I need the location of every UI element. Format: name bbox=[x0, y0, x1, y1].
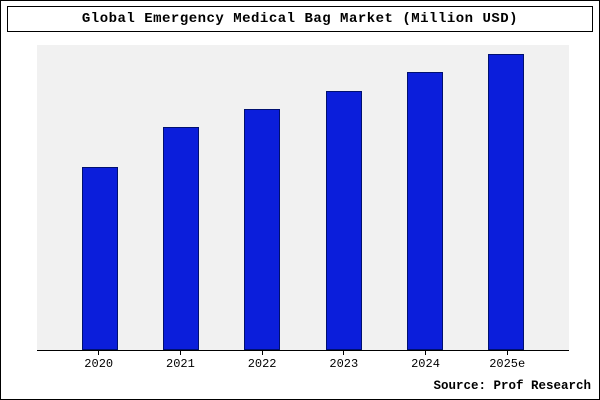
plot-area bbox=[37, 45, 569, 351]
axis-tick bbox=[425, 351, 427, 355]
x-tick-label-2022: 2022 bbox=[247, 357, 277, 371]
x-cell-2020: 2020 bbox=[79, 351, 119, 371]
x-tick-label-2024: 2024 bbox=[411, 357, 440, 371]
x-cell-2024: 2024 bbox=[406, 351, 446, 371]
bar-2021 bbox=[163, 127, 200, 350]
axis-tick bbox=[343, 351, 345, 355]
bar-2023 bbox=[325, 90, 362, 350]
axis-tick bbox=[98, 351, 100, 355]
axis-tick bbox=[179, 351, 181, 355]
x-tick-label-2021: 2021 bbox=[166, 357, 195, 371]
bar-2024 bbox=[406, 72, 443, 350]
x-tick-label-2023: 2023 bbox=[329, 357, 359, 371]
x-axis: 2020 2021 2022 2023 2024 2025e bbox=[37, 351, 569, 371]
chart-title: Global Emergency Medical Bag Market (Mil… bbox=[7, 6, 593, 32]
x-cell-2025e: 2025e bbox=[487, 351, 527, 371]
x-cell-2021: 2021 bbox=[160, 351, 200, 371]
source-text: Source: Prof Research bbox=[433, 379, 591, 393]
bar-2025e bbox=[487, 54, 524, 350]
x-tick-label-2025e: 2025e bbox=[489, 357, 526, 371]
x-cell-2023: 2023 bbox=[324, 351, 364, 371]
x-cell-2022: 2022 bbox=[242, 351, 282, 371]
x-tick-label-2020: 2020 bbox=[84, 357, 114, 371]
bar-2020 bbox=[82, 167, 119, 350]
bar-2022 bbox=[244, 109, 281, 350]
axis-tick bbox=[261, 351, 263, 355]
axis-tick bbox=[506, 351, 508, 355]
